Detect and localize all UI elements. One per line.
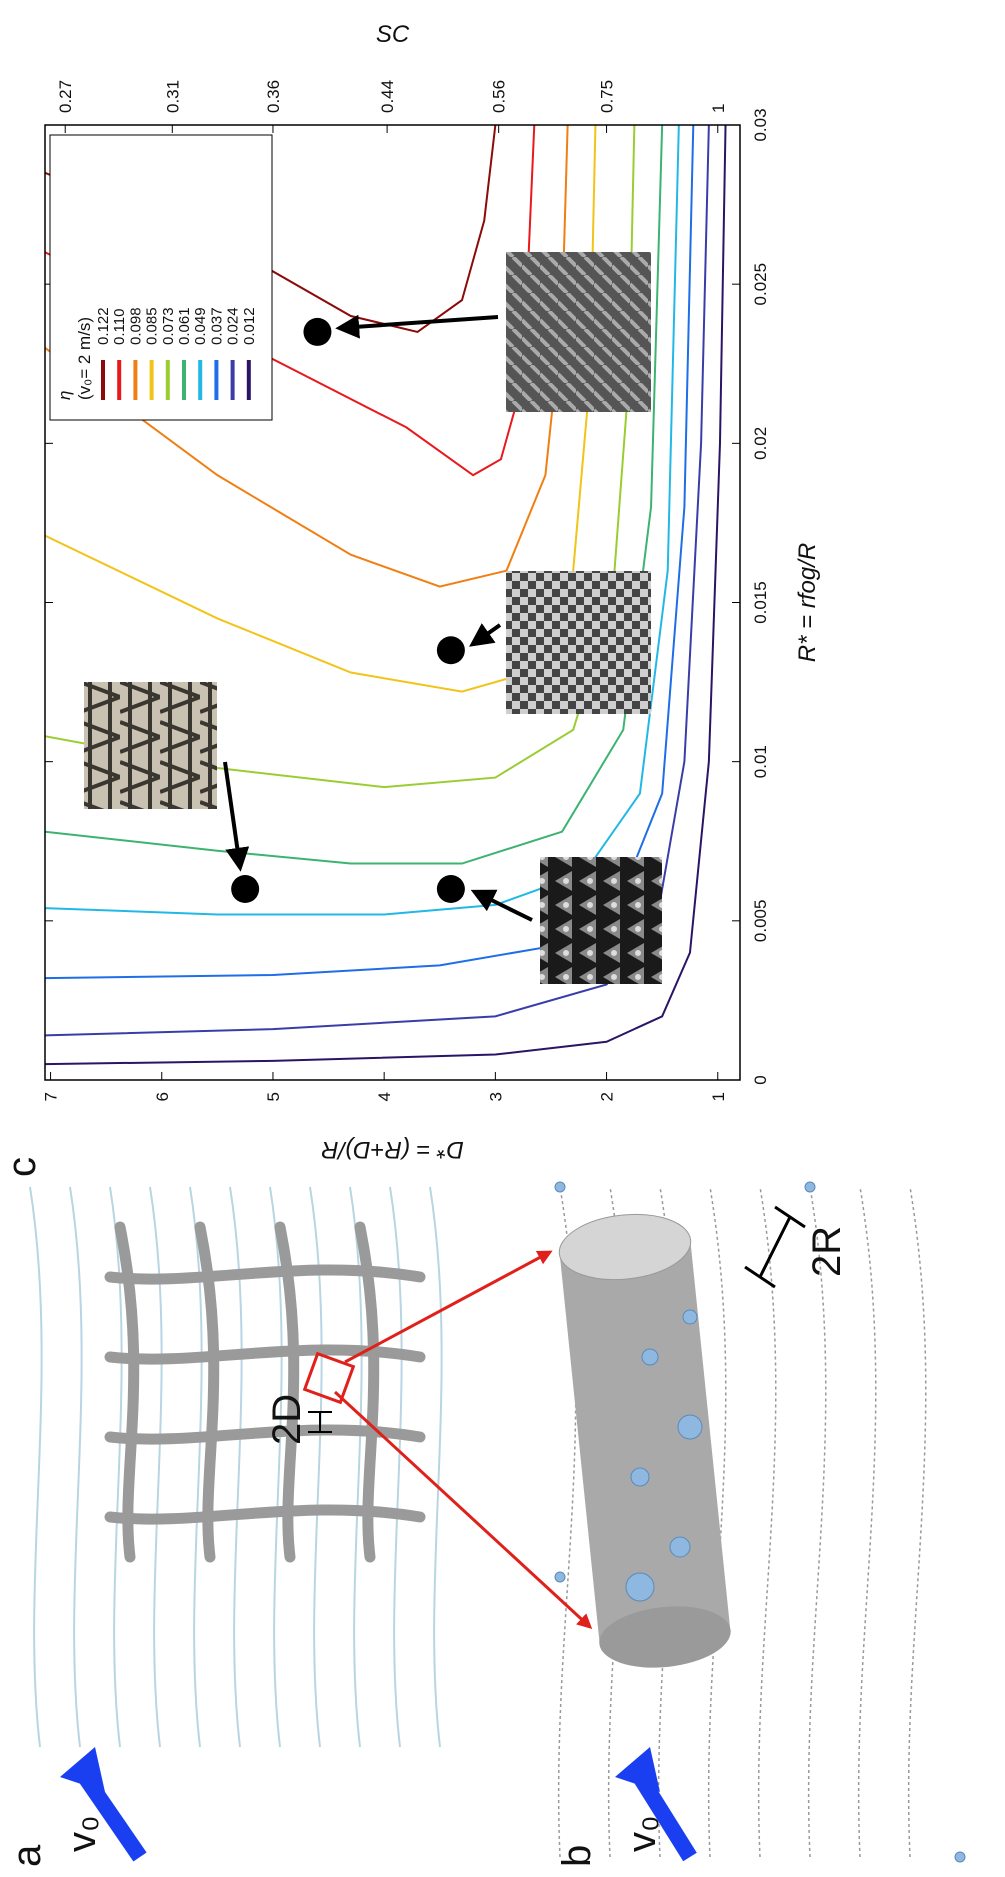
- legend-label: 0.061: [176, 307, 193, 345]
- marker-dot: [437, 636, 465, 664]
- y-tick-label: 1: [709, 1092, 728, 1101]
- y2-tick-label: 0.27: [56, 80, 75, 113]
- y2-tick-label: 0.31: [163, 80, 182, 113]
- flow-label: v₀: [620, 1815, 664, 1852]
- x-tick-label: 0.01: [751, 745, 770, 778]
- y2-tick-label: 0.75: [598, 80, 617, 113]
- y2-tick-label: 0.36: [264, 80, 283, 113]
- panel-label: c: [0, 1157, 44, 1177]
- legend-label: 0.073: [160, 307, 177, 345]
- figure: 2D v₀ a 2R v₀ b c: [0, 0, 1005, 1877]
- panel-label: a: [5, 1844, 49, 1867]
- flow-label: v₀: [60, 1815, 104, 1852]
- y2-tick-label: 1: [709, 104, 728, 113]
- marker-dot: [231, 875, 259, 903]
- x-tick-label: 0.03: [751, 108, 770, 141]
- legend-subtitle: (v₀= 2 m/s): [75, 317, 94, 400]
- y-tick-label: 6: [153, 1092, 172, 1101]
- panel-b-illustration: 2R v₀ b: [335, 1182, 965, 1867]
- panel-a-illustration: 2D v₀ a: [5, 1187, 442, 1867]
- legend-label: 0.049: [192, 307, 209, 345]
- legend-label: 0.037: [208, 307, 225, 345]
- y2-tick-label: 0.56: [490, 80, 509, 113]
- legend-label: 0.110: [111, 309, 128, 345]
- x-tick-label: 0.015: [751, 581, 770, 624]
- rotated-figure: 2D v₀ a 2R v₀ b c: [0, 21, 965, 1867]
- legend-label: 0.012: [241, 307, 258, 345]
- y-tick-label: 7: [42, 1092, 61, 1101]
- legend-label: 0.122: [95, 307, 112, 345]
- x-tick-label: 0.005: [751, 900, 770, 943]
- x-tick-label: 0.025: [751, 263, 770, 306]
- x-tick-label: 0: [751, 1075, 770, 1084]
- x-axis-label: R* = rfog/R: [794, 543, 821, 662]
- legend-label: 0.098: [127, 307, 144, 345]
- y-tick-label: 2: [598, 1092, 617, 1101]
- page: 2D v₀ a 2R v₀ b c: [0, 0, 1005, 1877]
- x-tick-label: 0.02: [751, 427, 770, 460]
- panel-label: b: [555, 1845, 599, 1867]
- marker-dot: [437, 875, 465, 903]
- y-tick-label: 4: [375, 1092, 394, 1101]
- radius-label: 2R: [805, 1226, 849, 1277]
- y-tick-label: 5: [264, 1092, 283, 1101]
- y2-axis-label: SC: [376, 21, 410, 48]
- y2-tick-label: 0.44: [378, 80, 397, 113]
- y-tick-label: 3: [486, 1092, 505, 1101]
- legend-label: 0.024: [225, 307, 242, 345]
- legend-label: 0.085: [144, 307, 161, 345]
- y-axis-label: D* = (R+D)/R: [321, 1136, 464, 1163]
- spacing-label: 2D: [265, 1394, 309, 1445]
- marker-dot: [303, 318, 331, 346]
- legend-title: η: [55, 391, 74, 400]
